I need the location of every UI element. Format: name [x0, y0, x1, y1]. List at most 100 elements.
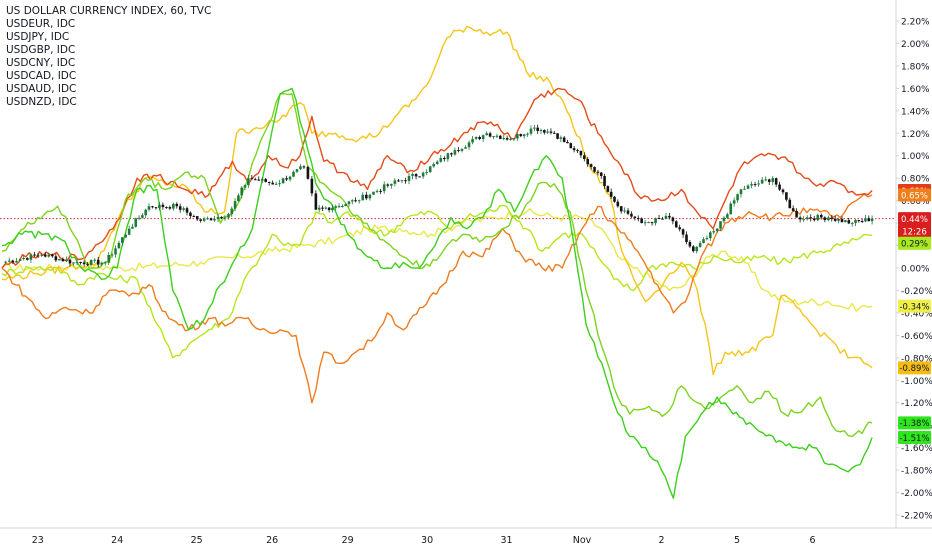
candle-body [134, 218, 138, 227]
candle-body [295, 169, 299, 172]
price-badge-bg [898, 361, 931, 375]
candle-body [397, 180, 400, 182]
candle-body [757, 183, 760, 185]
candle-body [253, 179, 257, 181]
candle-body [661, 218, 664, 220]
series-line-usdeur [1, 87, 873, 269]
price-badge-label: -0.34% [899, 302, 929, 312]
candle-body [552, 132, 556, 134]
candle-body [453, 150, 457, 155]
y-tick-label: -0.40% [901, 309, 932, 319]
price-badge-bg [898, 431, 931, 445]
legend-item-usdgbp[interactable]: USDGBP, IDC [6, 44, 76, 56]
candle-body [833, 218, 837, 221]
candle-body [640, 218, 643, 224]
y-tick-label: 1.40% [901, 107, 930, 117]
candle-body [131, 226, 134, 229]
candle-body [51, 254, 54, 257]
candle-body [274, 183, 278, 185]
legend-item-usdnzd[interactable]: USDNZD, IDC [6, 96, 77, 108]
candle-body [572, 148, 576, 151]
candle-body [805, 217, 809, 220]
candle-body [791, 208, 795, 211]
series-line-usdaud [1, 93, 873, 438]
legend-item-usdeur[interactable]: USDEUR, IDC [6, 18, 76, 30]
legend-item-usdcad[interactable]: USDCAD, IDC [6, 70, 77, 82]
candle-body [802, 219, 805, 221]
candle-body [857, 220, 861, 222]
candle-body [161, 204, 165, 208]
candle-body [739, 189, 743, 195]
candle-body [61, 258, 65, 262]
candle-body [681, 229, 685, 235]
candle-body [314, 193, 318, 210]
y-tick-label: 1.20% [901, 130, 930, 140]
price-badge: -0.34% [898, 299, 931, 313]
y-tick-label: -0.60% [901, 332, 932, 342]
price-badge: -1.38% [898, 416, 931, 430]
candle-body [33, 254, 36, 256]
candle-body [144, 209, 147, 216]
y-tick-label: 0.00% [901, 265, 930, 275]
candle-body [324, 207, 328, 209]
price-badge: 0.29% [898, 236, 931, 250]
candle-body [175, 203, 179, 207]
candle-body [860, 221, 864, 223]
candle-body [674, 221, 678, 228]
candle-body [240, 187, 244, 196]
candle-body [715, 228, 719, 232]
candle-body [450, 153, 453, 155]
candle-body [616, 201, 620, 207]
candle-body [414, 174, 418, 177]
candle-body [54, 256, 58, 261]
candle-body [619, 206, 623, 212]
candle-body [823, 217, 827, 221]
candle-body [774, 178, 778, 185]
candle-body [767, 179, 771, 182]
price-badge-label: 0.44% [901, 215, 928, 225]
price-badge-label: 0.29% [901, 240, 928, 250]
y-tick-label: -1.20% [901, 399, 932, 409]
y-tick-label: 0.60% [901, 197, 930, 207]
candle-body [82, 262, 86, 265]
candle-body [271, 182, 274, 185]
x-tick-label: 6 [809, 535, 815, 546]
legend-item-usdjpy[interactable]: USDJPY, IDC [6, 31, 70, 43]
price-badge-label: -1.51% [899, 434, 929, 444]
candle-body [344, 204, 347, 206]
candle-body [579, 150, 583, 156]
legend-item-usdaud[interactable]: USDAUD, IDC [6, 83, 77, 95]
candle-body [347, 201, 351, 205]
candle-body [559, 137, 563, 139]
candle-body [626, 210, 630, 214]
series-line-usdjpy [1, 193, 873, 404]
candle-body [292, 171, 295, 177]
candle-body [124, 234, 128, 238]
candle-body [529, 128, 533, 134]
candle-body [233, 201, 237, 209]
candle-body [556, 133, 559, 139]
candle-body [172, 203, 175, 209]
price-badge: -0.89% [898, 361, 931, 375]
candle-body [495, 135, 499, 137]
y-tick-label: -1.00% [901, 377, 932, 387]
candle-body [471, 138, 474, 143]
candle-body [195, 216, 199, 220]
candle-body [372, 191, 375, 195]
x-tick-label: 2 [658, 535, 664, 546]
candle-body [688, 242, 692, 247]
candle-body [633, 216, 637, 219]
candle-body [86, 264, 89, 266]
legend-item-usdcny[interactable]: USDCNY, IDC [6, 57, 76, 69]
candle-body [158, 204, 161, 209]
candle-body [199, 219, 202, 221]
y-tick-label: 0.80% [901, 175, 930, 185]
candle-body [230, 208, 234, 215]
price-badge: 12:26 [898, 224, 931, 238]
candle-body [15, 260, 18, 263]
candle-body [543, 130, 546, 133]
candle-body [29, 254, 33, 260]
candle-body [443, 158, 446, 160]
